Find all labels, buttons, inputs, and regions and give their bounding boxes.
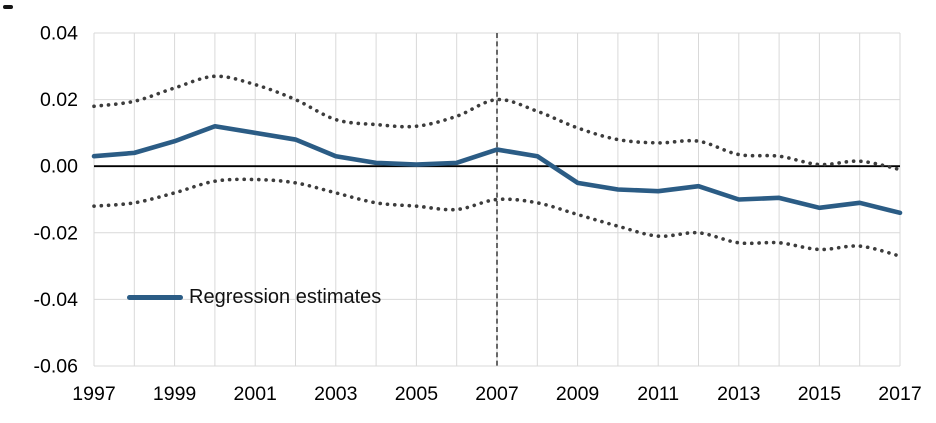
corner-dash-mark: [3, 5, 13, 9]
y-tick-label: 0.04: [40, 23, 78, 45]
legend-label: Regression estimates: [189, 286, 382, 308]
x-tick-label: 2005: [395, 383, 439, 405]
x-tick-label: 2009: [556, 383, 599, 405]
x-tick-label: 2007: [475, 383, 518, 405]
x-tick-label: 1999: [153, 383, 196, 405]
x-tick-label: 2015: [798, 383, 842, 405]
x-tick-label: 2011: [637, 383, 679, 405]
x-tick-label: 2017: [878, 383, 921, 405]
y-tick-label: 0.00: [40, 156, 78, 178]
legend: Regression estimates: [127, 287, 381, 307]
lower-ci-dotted-line: [92, 177, 902, 258]
x-tick-label: 2003: [314, 383, 357, 405]
y-tick-label: -0.02: [34, 222, 78, 244]
y-tick-label: -0.04: [34, 289, 79, 311]
x-tick-label: 1997: [72, 383, 115, 405]
x-tick-label: 2013: [717, 383, 760, 405]
y-tick-label: -0.06: [34, 356, 78, 378]
regression-line: [91, 123, 903, 216]
x-tick-label: 2001: [234, 383, 277, 405]
legend-line-swatch: [127, 294, 183, 300]
y-tick-label: 0.02: [40, 89, 78, 111]
upper-ci-dotted-line: [92, 74, 902, 172]
